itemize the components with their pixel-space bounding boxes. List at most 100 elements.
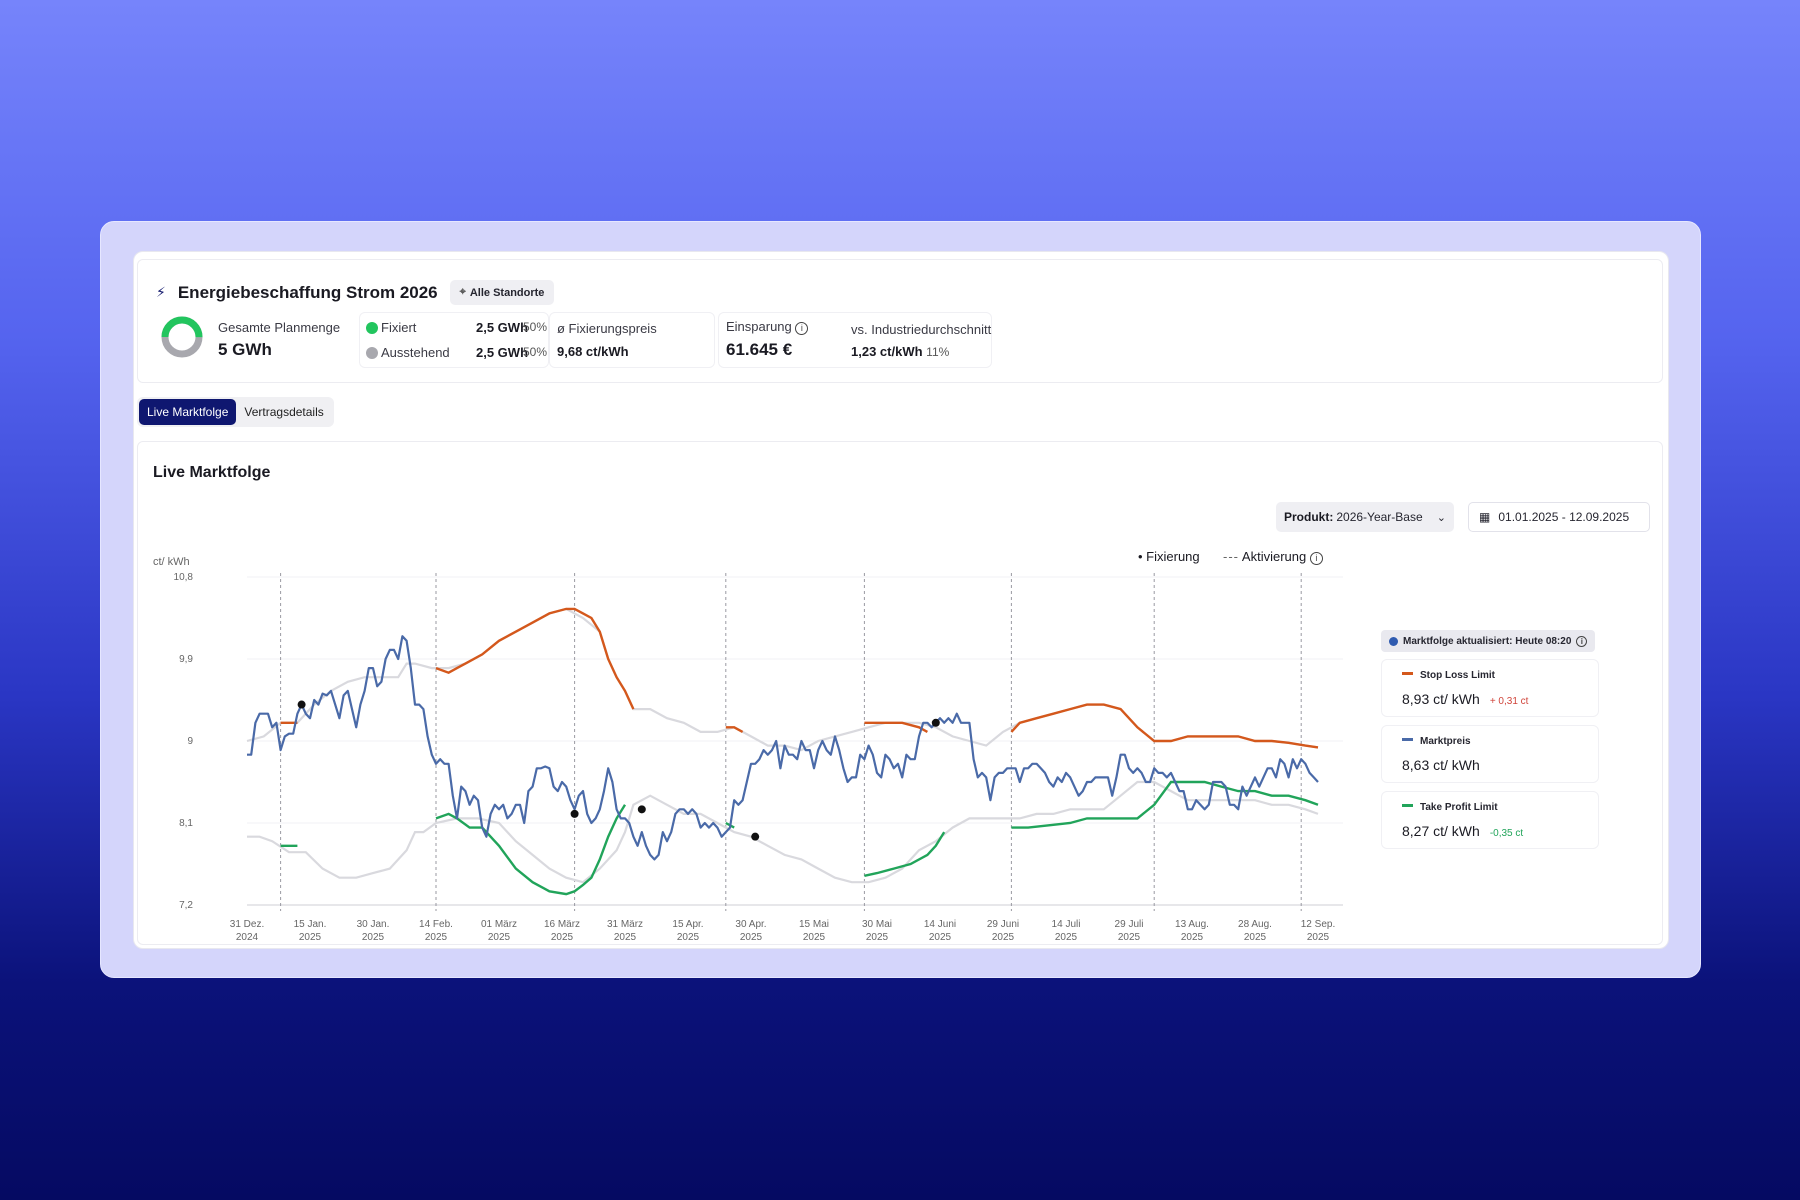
savings-value: 61.645 € xyxy=(726,340,793,359)
x-tick-label: 01 März xyxy=(481,919,517,930)
x-tick-year-label: 2025 xyxy=(299,932,322,943)
lightning-icon: ⚡ xyxy=(156,284,166,300)
take-profit-line xyxy=(864,831,946,877)
date-range-picker[interactable]: ▦ 01.01.2025 - 12.09.2025 xyxy=(1468,502,1650,532)
summary-card: ⚡ Energiebeschaffung Strom 2026 ⌖ Alle S… xyxy=(137,259,1663,383)
x-tick-year-label: 2025 xyxy=(803,932,826,943)
plan-value: 5 GWh xyxy=(218,340,272,359)
stop-loss-value-wrap: 8,93 ct/ kWh + 0,31 ct xyxy=(1402,691,1528,707)
legend-aktivierung-wrap: --- Aktivierung i xyxy=(1223,549,1323,565)
market-label-wrap: Marktpreis xyxy=(1402,736,1471,747)
stop-loss-card: Stop Loss Limit 8,93 ct/ kWh + 0,31 ct xyxy=(1381,659,1599,717)
x-tick-year-label: 2025 xyxy=(1244,932,1267,943)
donut-fixed-arc xyxy=(161,316,203,358)
legend-fixierung: • Fixierung xyxy=(1138,549,1200,564)
x-tick-label: 14 Juli xyxy=(1052,919,1081,930)
market-swatch xyxy=(1402,738,1413,741)
market-price-line xyxy=(247,635,1319,861)
industry-value: 1,23 ct/kWh xyxy=(851,344,923,359)
tab-live-marktfolge[interactable]: Live Marktfolge xyxy=(139,399,237,425)
y-tick-label: 9,9 xyxy=(179,654,193,665)
x-tick-label: 29 Juli xyxy=(1115,919,1144,930)
pending-value: 2,5 GWh xyxy=(476,345,529,360)
fixed-label-wrap: Fixiert xyxy=(366,320,416,335)
x-tick-year-label: 2025 xyxy=(425,932,448,943)
take-profit-reference-line xyxy=(247,780,1319,884)
x-tick-label: 15 Jan. xyxy=(294,919,327,930)
stop-loss-label: Stop Loss Limit xyxy=(1420,670,1495,681)
stop-loss-swatch xyxy=(1402,672,1413,675)
fixed-pending-box xyxy=(359,312,549,368)
update-text: Marktfolge aktualisiert: Heute 08:20 xyxy=(1403,635,1572,647)
fixed-value: 2,5 GWh xyxy=(476,320,529,335)
x-tick-year-label: 2025 xyxy=(740,932,763,943)
update-badge: Marktfolge aktualisiert: Heute 08:20 i xyxy=(1381,630,1596,652)
take-profit-line xyxy=(1011,780,1319,829)
savings-box xyxy=(718,312,992,368)
take-profit-value-wrap: 8,27 ct/ kWh -0,35 ct xyxy=(1402,823,1523,839)
plan-label: Gesamte Planmenge xyxy=(218,320,341,335)
x-tick-label: 13 Aug. xyxy=(1175,919,1209,930)
x-tick-year-label: 2024 xyxy=(236,932,259,943)
calendar-icon: ▦ xyxy=(1479,510,1491,524)
location-label: Alle Standorte xyxy=(469,286,545,299)
product-select-value: 2026-Year-Base xyxy=(1336,510,1423,524)
x-tick-year-label: 2025 xyxy=(362,932,385,943)
stop-loss-line xyxy=(435,607,635,710)
aktivierung-info-icon[interactable]: i xyxy=(1309,552,1323,565)
industry-pct: 11% xyxy=(926,345,950,359)
take-profit-card: Take Profit Limit 8,27 ct/ kWh -0,35 ct xyxy=(1381,791,1599,849)
market-line-chart: ct/ kWh 10,8 9,9 9 8,1 7,2 31 Dez. 2024 15 Jan. 2… xyxy=(153,556,1343,943)
stop-loss-line xyxy=(725,726,744,733)
location-pin-icon: ⌖ xyxy=(459,286,466,298)
pending-pct: 50% xyxy=(523,345,548,359)
x-tick-label: 15 Apr. xyxy=(672,919,703,930)
x-tick-label: 15 Mai xyxy=(799,919,829,930)
date-range-value: 01.01.2025 - 12.09.2025 xyxy=(1498,510,1630,524)
location-filter-button[interactable]: ⌖ Alle Standorte xyxy=(449,280,555,305)
stop-loss-delta: + 0,31 ct xyxy=(1489,696,1529,707)
x-tick-label: 30 Jan. xyxy=(357,919,390,930)
stop-loss-line xyxy=(864,721,928,733)
market-value: 8,63 ct/ kWh xyxy=(1402,757,1480,773)
y-tick-label: 8,1 xyxy=(179,818,193,829)
savings-label-wrap: Einsparung i xyxy=(726,319,809,335)
x-tick-year-label: 2025 xyxy=(992,932,1015,943)
update-info-icon[interactable]: i xyxy=(1576,635,1588,647)
status-dot-icon xyxy=(1389,636,1398,646)
pending-label-wrap: Ausstehend xyxy=(366,345,450,360)
take-profit-swatch xyxy=(1402,804,1413,807)
tab-vertragsdetails[interactable]: Vertragsdetails xyxy=(244,405,324,419)
x-tick-year-label: 2025 xyxy=(929,932,952,943)
y-tick-label: 7,2 xyxy=(179,900,193,911)
dashed-line-icon: --- xyxy=(1223,549,1239,564)
market-label: Marktpreis xyxy=(1420,736,1471,747)
x-tick-label: 12 Sep. xyxy=(1301,919,1335,930)
avg-price-label: ø Fixierungspreis xyxy=(557,321,657,336)
x-tick-year-label: 2025 xyxy=(488,932,511,943)
avg-price-box xyxy=(549,312,715,368)
x-tick-year-label: 2025 xyxy=(551,932,574,943)
pending-dot-icon xyxy=(366,347,378,359)
x-tick-label: 31 März xyxy=(607,919,643,930)
chart-title: Live Marktfolge xyxy=(153,464,271,481)
take-profit-value: 8,27 ct/ kWh xyxy=(1402,823,1480,839)
savings-info-icon[interactable]: i xyxy=(795,322,809,335)
x-tick-label: 14 Feb. xyxy=(419,919,453,930)
fixed-pct: 50% xyxy=(523,320,548,334)
x-tick-year-label: 2025 xyxy=(1181,932,1204,943)
product-select[interactable]: Produkt: 2026-Year-Base ⌄ xyxy=(1276,502,1454,532)
fixierung-point xyxy=(931,718,940,727)
y-tick-label: 10,8 xyxy=(174,572,194,583)
x-tick-label: 31 Dez. xyxy=(230,919,264,930)
market-price-card: Marktpreis 8,63 ct/ kWh xyxy=(1381,725,1599,783)
x-tick-year-label: 2025 xyxy=(1118,932,1141,943)
take-profit-line xyxy=(435,804,627,896)
industry-value-wrap: 1,23 ct/kWh 11% xyxy=(851,344,949,359)
fixed-dot-icon xyxy=(366,322,378,334)
fixierung-point xyxy=(297,700,306,709)
product-select-label: Produkt: xyxy=(1284,510,1334,524)
take-profit-delta: -0,35 ct xyxy=(1489,828,1524,839)
plan-donut-chart xyxy=(161,316,203,358)
savings-label: Einsparung xyxy=(726,319,792,334)
